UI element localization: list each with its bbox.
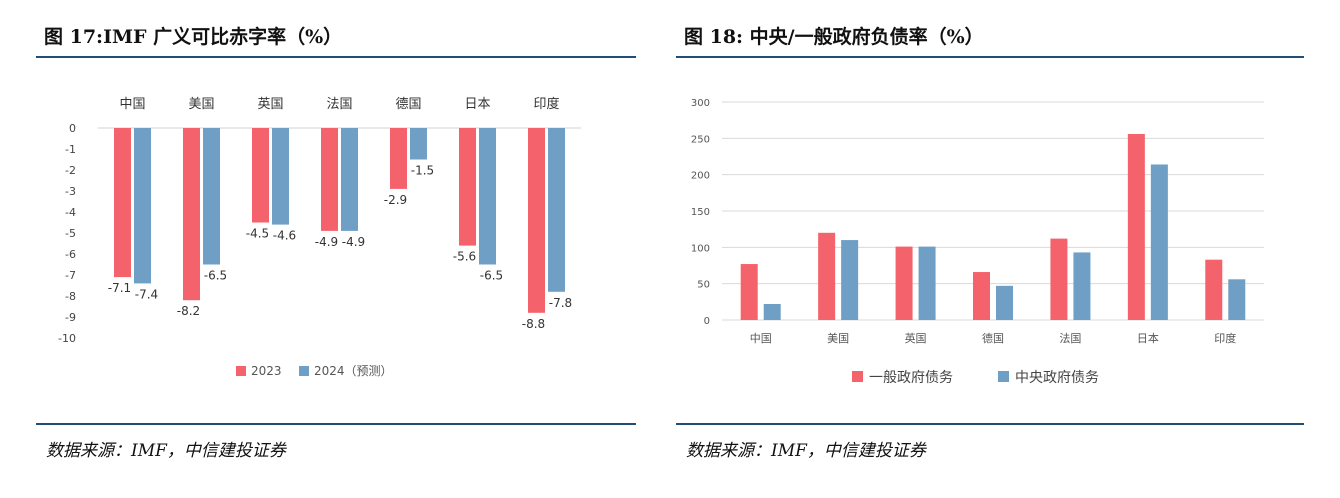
y-tick-label: -1	[65, 143, 76, 156]
y-tick-label: -3	[65, 185, 76, 198]
bar	[973, 272, 990, 320]
category-label: 日本	[464, 97, 490, 112]
y-tick-label: -8	[65, 290, 76, 303]
y-tick-label: 100	[691, 243, 710, 254]
bar	[841, 240, 859, 320]
y-tick-label: 0	[704, 316, 710, 327]
category-label: 中国	[119, 97, 145, 112]
bar	[548, 128, 565, 292]
category-label: 美国	[827, 332, 849, 345]
data-label: -4.9	[315, 235, 338, 249]
data-label: -4.9	[342, 235, 365, 249]
data-label: -8.2	[177, 304, 200, 318]
bar	[1127, 133, 1145, 320]
bar	[203, 128, 220, 265]
left-figure-panel: 图 17:IMF 广义可比赤字率（%） 0 -1 -2 -3 -4 -5 -6 -7 -8 -9 -…	[36, 0, 636, 498]
bar	[134, 128, 151, 284]
legend-swatch	[998, 371, 1009, 382]
category-label: 德国	[395, 97, 421, 112]
right-source-note: 数据来源：IMF，中信建投证券	[686, 441, 926, 461]
category-label: 印度	[1214, 331, 1236, 345]
legend-swatch	[236, 366, 246, 376]
data-label: -6.5	[480, 269, 503, 283]
category-label: 英国	[257, 97, 283, 112]
data-label: -6.5	[204, 269, 227, 283]
y-tick-label: 300	[691, 98, 710, 109]
y-tick-label: -4	[65, 206, 76, 219]
deficit-chart: 0 -1 -2 -3 -4 -5 -6 -7 -8 -9 -10 中国 -7.1 -7.4 美国 -8.2 -6…	[58, 96, 581, 378]
data-label: -7.1	[108, 281, 131, 295]
data-label: -1.5	[411, 164, 434, 178]
y-tick-label: -2	[65, 164, 76, 177]
bar	[1050, 238, 1068, 320]
right-figure-panel: 图 18: 中央/一般政府负债率（%） 0 50 100 150 200 250 300 中国…	[676, 0, 1304, 498]
right-figure-title: 图 18: 中央/一般政府负债率（%）	[684, 26, 984, 48]
legend-label: 2024（预测）	[314, 364, 393, 378]
y-tick-label: -5	[65, 227, 76, 240]
category-label: 美国	[188, 97, 214, 112]
category-label: 中国	[750, 332, 772, 345]
legend-label: 一般政府债务	[869, 370, 953, 386]
y-tick-label: -6	[65, 248, 76, 261]
bar	[740, 264, 758, 320]
legend-swatch	[299, 366, 309, 376]
y-tick-label: -9	[65, 311, 76, 324]
category-label: 印度	[533, 96, 559, 112]
bar	[895, 246, 913, 320]
right-top-rule	[676, 56, 1304, 58]
category-label: 英国	[905, 331, 927, 345]
y-tick-label: 50	[697, 280, 710, 291]
y-tick-label: 150	[691, 207, 710, 218]
right-bottom-rule	[676, 423, 1304, 425]
data-label: -2.9	[384, 193, 407, 207]
bar	[321, 128, 338, 231]
y-tick-label: 0	[69, 122, 76, 135]
bar	[918, 246, 936, 320]
bar	[114, 128, 131, 278]
bar	[1073, 252, 1091, 320]
legend-label: 中央政府债务	[1015, 370, 1099, 386]
data-label: -4.5	[246, 227, 269, 241]
left-source-note: 数据来源：IMF，中信建投证券	[46, 441, 286, 461]
data-label: -7.4	[135, 287, 158, 301]
bar	[459, 128, 476, 246]
data-label: -8.8	[522, 317, 545, 331]
bar	[410, 128, 427, 160]
bar	[341, 128, 358, 231]
category-label: 德国	[982, 331, 1004, 345]
left-top-rule	[36, 56, 636, 58]
bar	[390, 128, 407, 189]
bar	[479, 128, 496, 265]
y-tick-label: 200	[691, 171, 710, 182]
bar	[763, 304, 781, 320]
data-label: -5.6	[453, 250, 476, 264]
bar	[528, 128, 545, 313]
bar	[272, 128, 289, 225]
data-label: -7.8	[549, 296, 572, 310]
bar	[183, 128, 200, 301]
legend-label: 2023	[251, 364, 282, 378]
bar	[818, 232, 836, 320]
y-tick-label: 250	[691, 134, 710, 145]
bar	[1150, 164, 1168, 320]
bar	[1205, 259, 1223, 320]
bar	[252, 128, 269, 223]
category-label: 日本	[1137, 331, 1159, 345]
left-figure-title: 图 17:IMF 广义可比赤字率（%）	[44, 26, 343, 48]
category-label: 法国	[326, 97, 352, 112]
y-tick-label: -10	[58, 332, 76, 345]
bar	[1228, 279, 1246, 320]
y-tick-label: -7	[65, 269, 76, 282]
left-bottom-rule	[36, 423, 636, 425]
legend-swatch	[852, 371, 863, 382]
data-label: -4.6	[273, 229, 296, 243]
bar	[996, 285, 1013, 320]
category-label: 法国	[1059, 331, 1081, 345]
